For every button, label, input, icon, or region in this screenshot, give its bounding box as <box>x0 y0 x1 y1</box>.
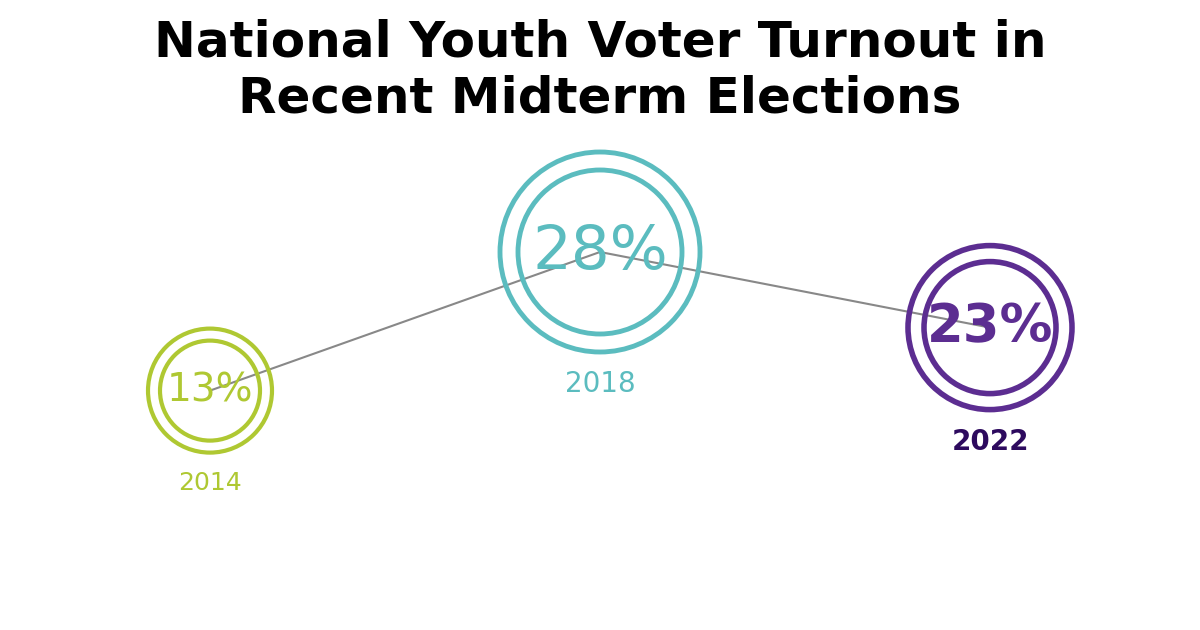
Text: 2022: 2022 <box>952 428 1028 455</box>
Text: National Youth Voter Turnout in
Recent Midterm Elections: National Youth Voter Turnout in Recent M… <box>154 19 1046 122</box>
Text: 13%: 13% <box>167 372 253 410</box>
Text: 23%: 23% <box>926 302 1054 353</box>
Text: 2014: 2014 <box>178 471 242 495</box>
Text: 2018: 2018 <box>565 370 635 398</box>
Text: 28%: 28% <box>532 222 668 282</box>
